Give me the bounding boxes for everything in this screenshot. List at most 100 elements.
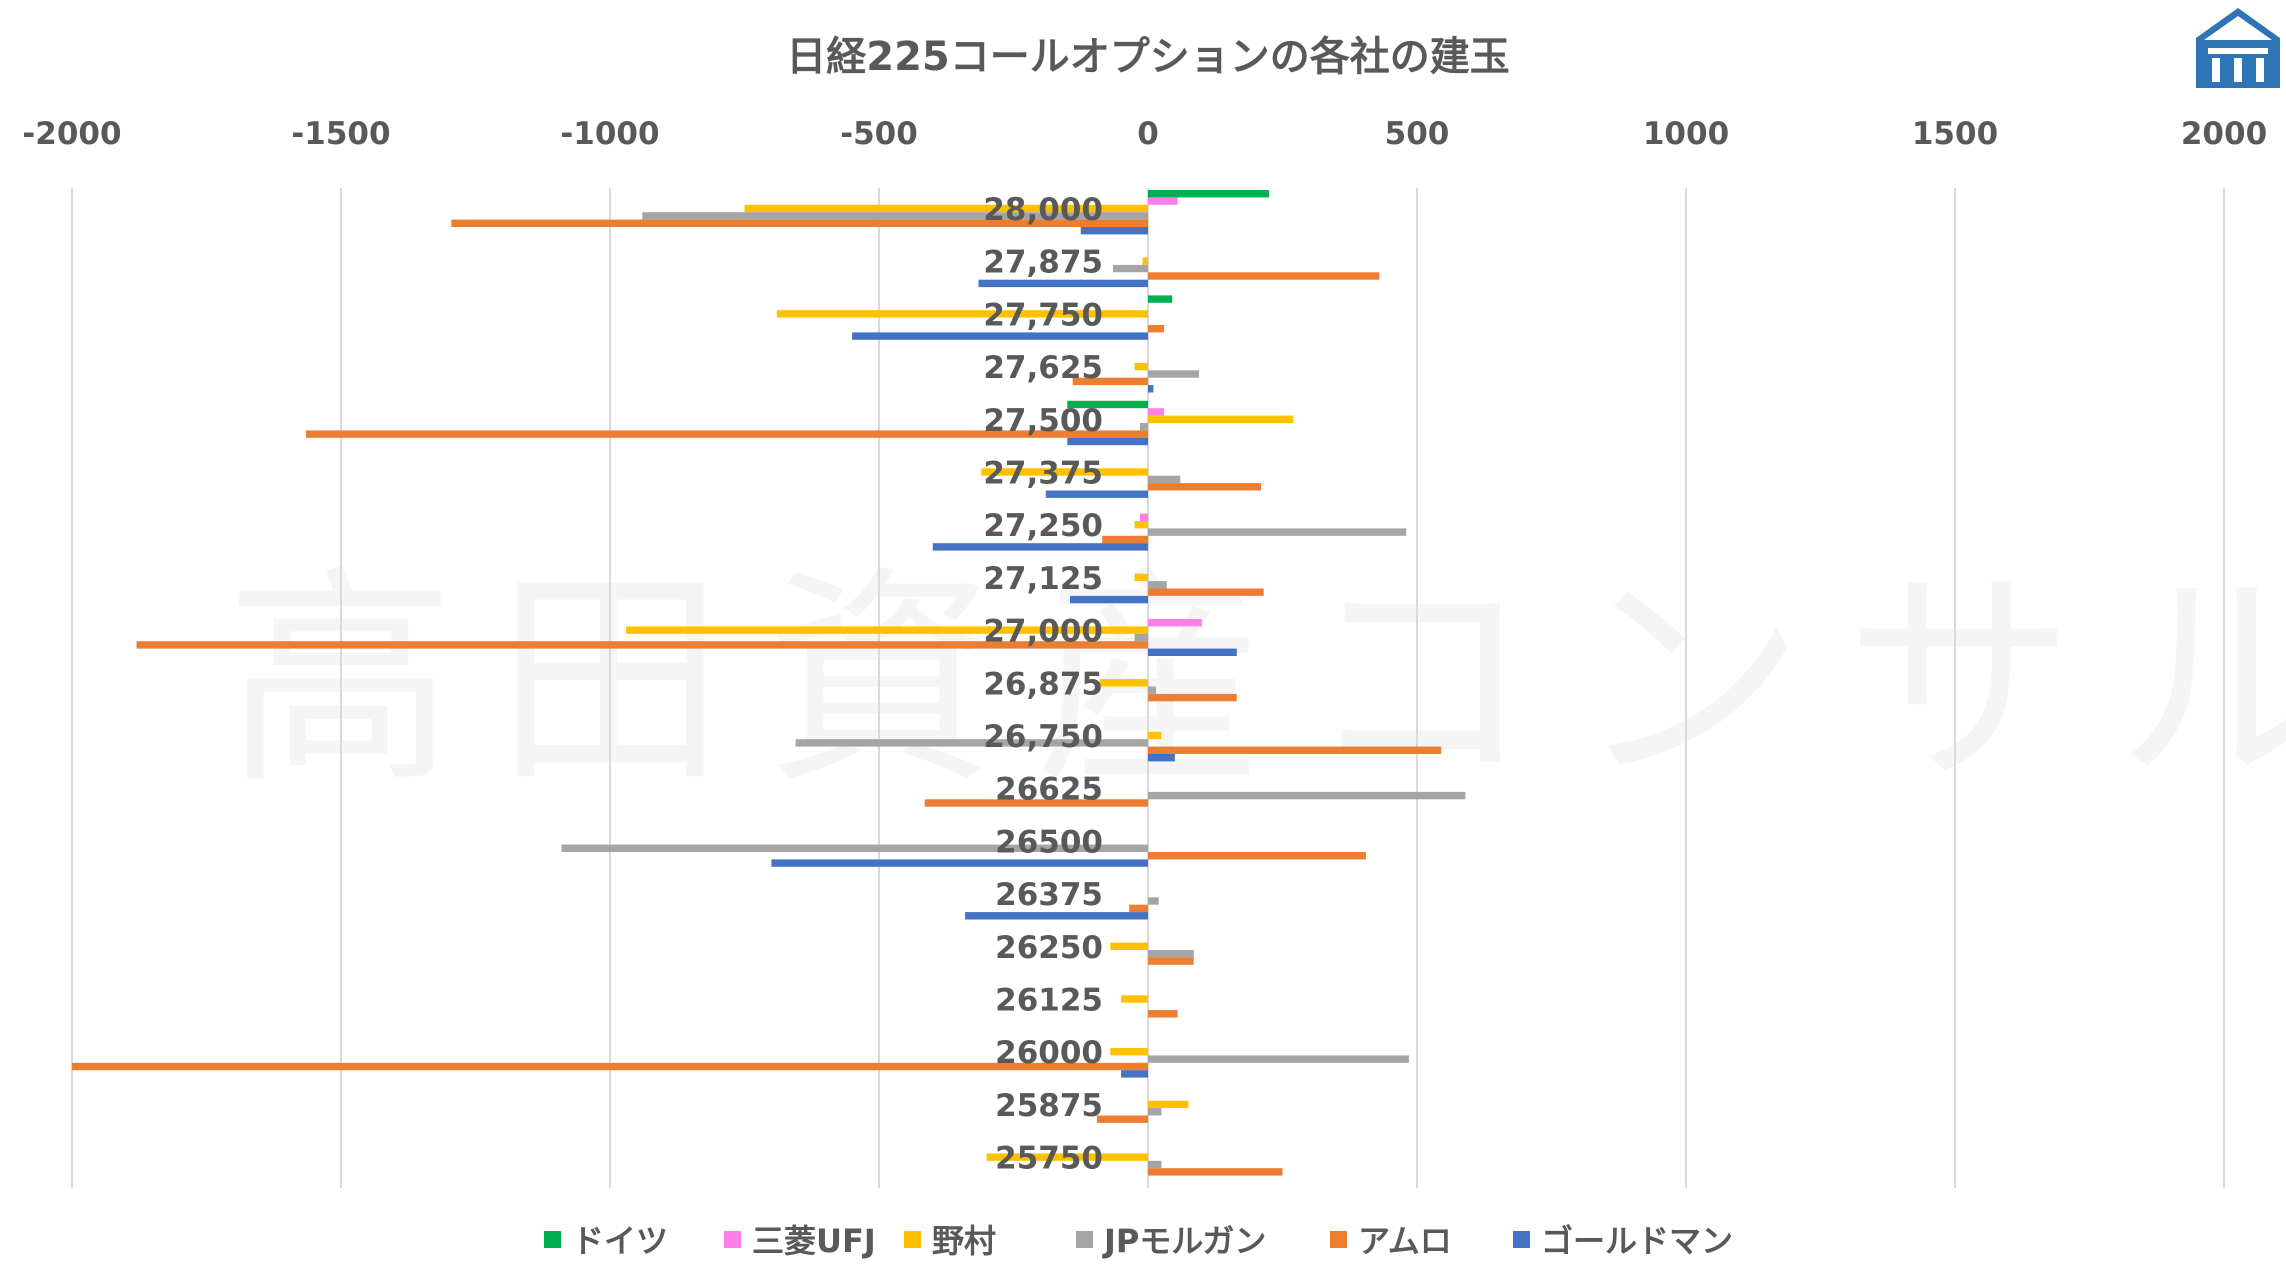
bar	[1148, 754, 1175, 762]
bar	[1148, 950, 1194, 958]
legend-item: アムロ	[1330, 1222, 1452, 1260]
bar	[1148, 197, 1178, 205]
x-tick-label: -1500	[291, 116, 390, 152]
legend-item: ゴールドマン	[1513, 1222, 1733, 1260]
category-label: 26000	[995, 1035, 1103, 1071]
bar	[1148, 325, 1165, 333]
bar	[1148, 475, 1181, 484]
gridlines	[71, 188, 2225, 1188]
bar	[1134, 521, 1148, 529]
legend-swatch	[544, 1231, 561, 1248]
bar	[1110, 942, 1148, 950]
category-label: 26250	[995, 930, 1103, 966]
category-label: 27,750	[983, 297, 1103, 333]
bar	[1148, 1160, 1162, 1169]
bar	[1148, 746, 1442, 754]
legend-item: ドイツ	[544, 1222, 668, 1260]
bar	[1148, 1108, 1162, 1116]
legend-swatch	[904, 1231, 921, 1248]
bar	[1148, 791, 1466, 800]
bar	[1148, 408, 1165, 416]
category-label: 27,375	[983, 456, 1103, 492]
bar	[306, 430, 1148, 438]
watermark: 高田資産コンサル	[225, 548, 2286, 815]
bar	[1148, 295, 1173, 303]
bar	[965, 912, 1148, 920]
bar	[642, 212, 1148, 220]
bar	[1148, 648, 1237, 656]
category-label: 26500	[995, 824, 1103, 860]
x-tick-label: -2000	[22, 116, 121, 152]
bar	[1134, 573, 1148, 582]
category-label: 27,250	[983, 508, 1103, 544]
bar	[1067, 437, 1148, 446]
bar	[1080, 227, 1148, 235]
bar	[1129, 904, 1148, 913]
bar	[986, 1153, 1148, 1161]
bar	[1148, 1100, 1189, 1109]
bar	[1067, 400, 1148, 409]
bar	[1113, 264, 1148, 273]
bar	[1148, 1055, 1409, 1063]
category-label: 25750	[995, 1141, 1103, 1177]
bar	[1139, 423, 1148, 431]
legend-swatch	[1513, 1231, 1530, 1248]
bar	[1110, 1048, 1148, 1056]
x-tick-label: 1000	[1643, 116, 1729, 152]
legend: ドイツ 三菱UFJ 野村 JPモルガン アムロ ゴールドマン	[544, 1222, 1733, 1260]
legend-label: アムロ	[1358, 1222, 1452, 1260]
bar	[1148, 686, 1157, 694]
bar	[924, 799, 1148, 807]
bar	[1099, 679, 1148, 687]
category-label: 26625	[995, 772, 1103, 808]
category-label: 28,000	[983, 192, 1103, 228]
x-tick-label: 0	[1137, 116, 1159, 152]
category-labels: 28,000 27,875 27,750 27,625 27,500 27,375 27,2…	[983, 192, 1103, 1177]
bar	[1121, 1070, 1148, 1078]
x-tick-label: 1500	[1912, 116, 1998, 152]
bar	[1045, 490, 1148, 498]
bar	[1134, 633, 1148, 642]
category-label: 27,125	[983, 561, 1103, 597]
bar	[852, 332, 1148, 340]
chart-title: 日経225コールオプションの各社の建玉	[786, 34, 1510, 80]
takata-house-logo-icon	[2196, 8, 2280, 88]
legend-item: JPモルガン	[1076, 1222, 1266, 1260]
category-label: 25875	[995, 1088, 1103, 1124]
bar	[932, 543, 1148, 551]
legend-label: 三菱UFJ	[752, 1222, 876, 1260]
bar	[1148, 528, 1407, 536]
bar	[1148, 619, 1202, 627]
bar	[1148, 483, 1261, 491]
bar	[1102, 535, 1148, 544]
legend-label: ドイツ	[572, 1222, 668, 1260]
bar	[1134, 362, 1148, 371]
category-label: 27,500	[983, 403, 1103, 439]
category-label: 27,625	[983, 350, 1103, 386]
bar	[1148, 190, 1270, 198]
bar	[1069, 595, 1148, 604]
legend-label: 野村	[932, 1222, 996, 1260]
legend-item: 三菱UFJ	[724, 1222, 876, 1260]
bar	[771, 859, 1148, 867]
bar	[1121, 995, 1148, 1003]
legend-item: 野村	[904, 1222, 996, 1260]
bar	[1148, 1168, 1283, 1176]
bars	[72, 190, 1466, 1176]
category-label: 26,875	[983, 666, 1103, 702]
bar	[1148, 693, 1237, 702]
bar	[776, 310, 1148, 318]
category-label: 26375	[995, 877, 1103, 913]
category-label: 26125	[995, 983, 1103, 1019]
x-tick-label: -500	[840, 116, 918, 152]
bar	[1148, 370, 1200, 378]
bar	[1148, 897, 1159, 905]
bar	[1148, 1010, 1178, 1018]
bar	[1148, 588, 1264, 596]
legend-swatch	[1330, 1231, 1347, 1248]
legend-swatch	[1076, 1231, 1093, 1248]
legend-label: ゴールドマン	[1541, 1222, 1733, 1260]
bar	[1072, 377, 1148, 386]
bar	[1142, 257, 1148, 265]
